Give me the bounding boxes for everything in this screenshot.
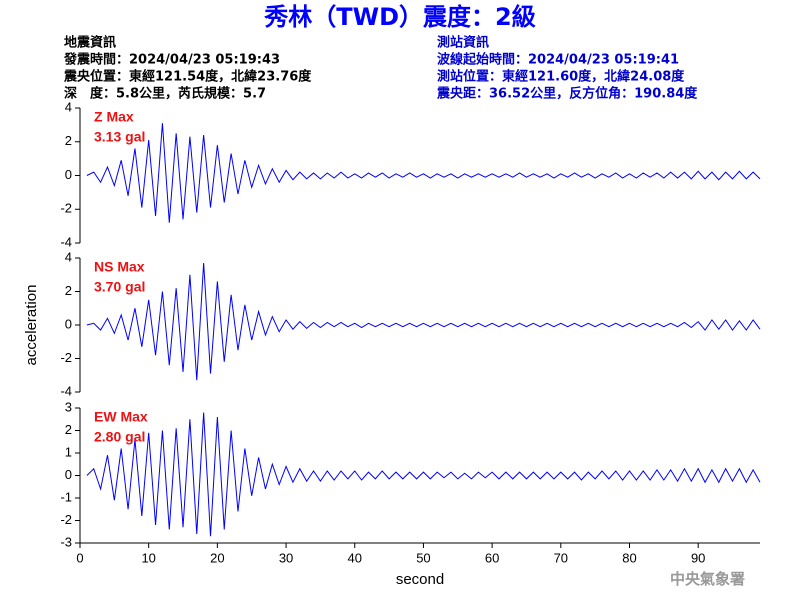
x-tick-label: 90 <box>691 550 705 565</box>
waveform <box>86 262 761 381</box>
x-tick-label: 40 <box>348 550 362 565</box>
info-text: 發震時間：2024/04/23 05:19:43 <box>63 52 280 68</box>
info-text: 深 度：5.8公里，芮氏規模：5.7 <box>64 86 266 102</box>
waveform <box>86 123 761 223</box>
x-tick-label: 70 <box>554 550 568 565</box>
x-tick-label: 0 <box>76 550 83 565</box>
y-tick-label: -1 <box>60 489 72 504</box>
y-tick-label: 4 <box>65 99 72 114</box>
footer: 中央氣象署 <box>670 570 745 588</box>
y-tick-label: 0 <box>65 467 72 482</box>
y-tick-label: 3 <box>65 399 72 414</box>
y-tick-label: -2 <box>60 350 72 365</box>
y-tick-label: 4 <box>65 249 72 264</box>
info-text: 震央距：36.52公里，反方位角：190.84度 <box>436 86 698 102</box>
info-text: 測站資訊 <box>437 35 489 51</box>
annotation: NS Max <box>94 259 145 275</box>
y-tick-label: 0 <box>65 167 72 182</box>
x-tick-label: 10 <box>141 550 155 565</box>
info-text: 測站位置：東經121.60度，北緯24.08度 <box>437 69 685 85</box>
y-axis-label: acceleration <box>23 285 40 366</box>
y-tick-label: -3 <box>60 534 72 549</box>
y-tick-label: -4 <box>60 234 72 249</box>
y-tick-label: -2 <box>60 201 72 216</box>
x-tick-label: 60 <box>485 550 499 565</box>
info-text: 震央位置：東經121.54度，北緯23.76度 <box>63 69 312 85</box>
x-tick-label: 20 <box>210 550 224 565</box>
chart-title: 秀林（TWD）震度：2級 <box>263 3 535 31</box>
y-tick-label: 2 <box>65 422 72 437</box>
annotation: EW Max <box>94 409 148 425</box>
y-tick-label: -4 <box>60 383 72 398</box>
annotation: 3.70 gal <box>94 279 145 295</box>
x-tick-label: 30 <box>279 550 293 565</box>
y-tick-label: 2 <box>65 133 72 148</box>
y-tick-label: 1 <box>65 444 72 459</box>
annotation: 2.80 gal <box>94 429 145 445</box>
y-tick-label: 0 <box>65 316 72 331</box>
waveform <box>86 412 761 537</box>
x-axis-label: second <box>396 571 444 588</box>
y-tick-label: 2 <box>65 283 72 298</box>
info-text: 地震資訊 <box>64 35 116 51</box>
x-tick-label: 80 <box>622 550 636 565</box>
info-text: 波線起始時間：2024/04/23 05:19:41 <box>437 52 679 68</box>
y-tick-label: -2 <box>60 512 72 527</box>
annotation: 3.13 gal <box>94 129 145 145</box>
annotation: Z Max <box>94 109 134 125</box>
x-tick-label: 50 <box>416 550 430 565</box>
